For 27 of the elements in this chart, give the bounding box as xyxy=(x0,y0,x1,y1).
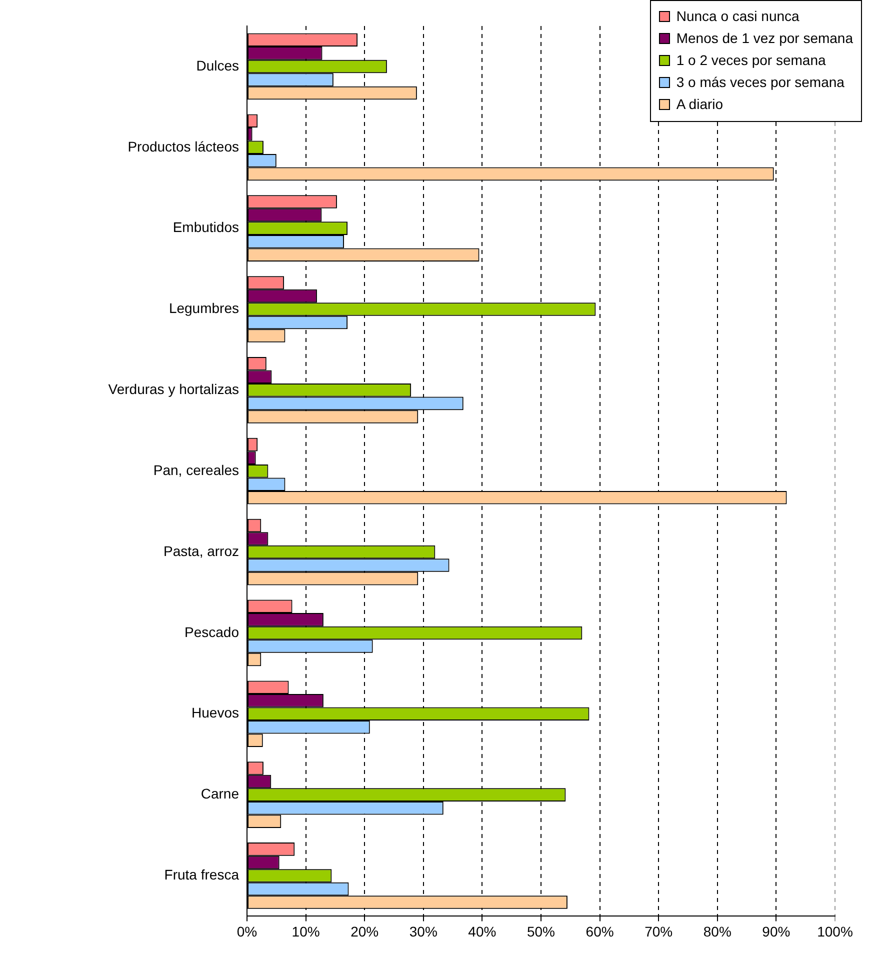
y-tick-label: Pan, cereales xyxy=(153,462,239,478)
x-tick-label: 80% xyxy=(703,923,732,940)
y-tick-label: Verduras y hortalizas xyxy=(108,381,239,398)
x-tick-label: 10% xyxy=(292,923,320,940)
y-tick-label: Dulces xyxy=(196,57,239,74)
legend-label: Menos de 1 vez por semana xyxy=(676,30,853,46)
x-tick-label: 100% xyxy=(817,923,853,940)
legend-label: 3 o más veces por semana xyxy=(676,74,844,90)
y-tick-label: Carne xyxy=(200,786,240,802)
y-tick-label: Huevos xyxy=(192,704,239,721)
x-tick-label: 70% xyxy=(644,923,673,940)
y-tick-label: Pescado xyxy=(184,624,240,640)
x-tick-label: 50% xyxy=(526,923,556,940)
x-tick-label: 40% xyxy=(468,923,496,940)
y-tick-label: Productos lácteos xyxy=(128,138,239,154)
x-tick-label: 60% xyxy=(586,923,614,940)
y-tick-label: Fruta fresca xyxy=(164,866,240,883)
x-tick-label: 90% xyxy=(762,923,790,940)
legend-label: 1 o 2 veces por semana xyxy=(676,52,826,68)
y-tick-label: Pasta, arroz xyxy=(164,542,239,559)
x-tick-label: 0% xyxy=(236,923,258,940)
x-tick-label: 20% xyxy=(350,923,379,940)
y-tick-label: Legumbres xyxy=(168,300,239,316)
legend-label: A diario xyxy=(676,96,724,112)
x-tick-label: 30% xyxy=(409,923,438,940)
legend-label: Nunca o casi nunca xyxy=(676,8,800,24)
y-tick-label: Embutidos xyxy=(172,219,239,236)
